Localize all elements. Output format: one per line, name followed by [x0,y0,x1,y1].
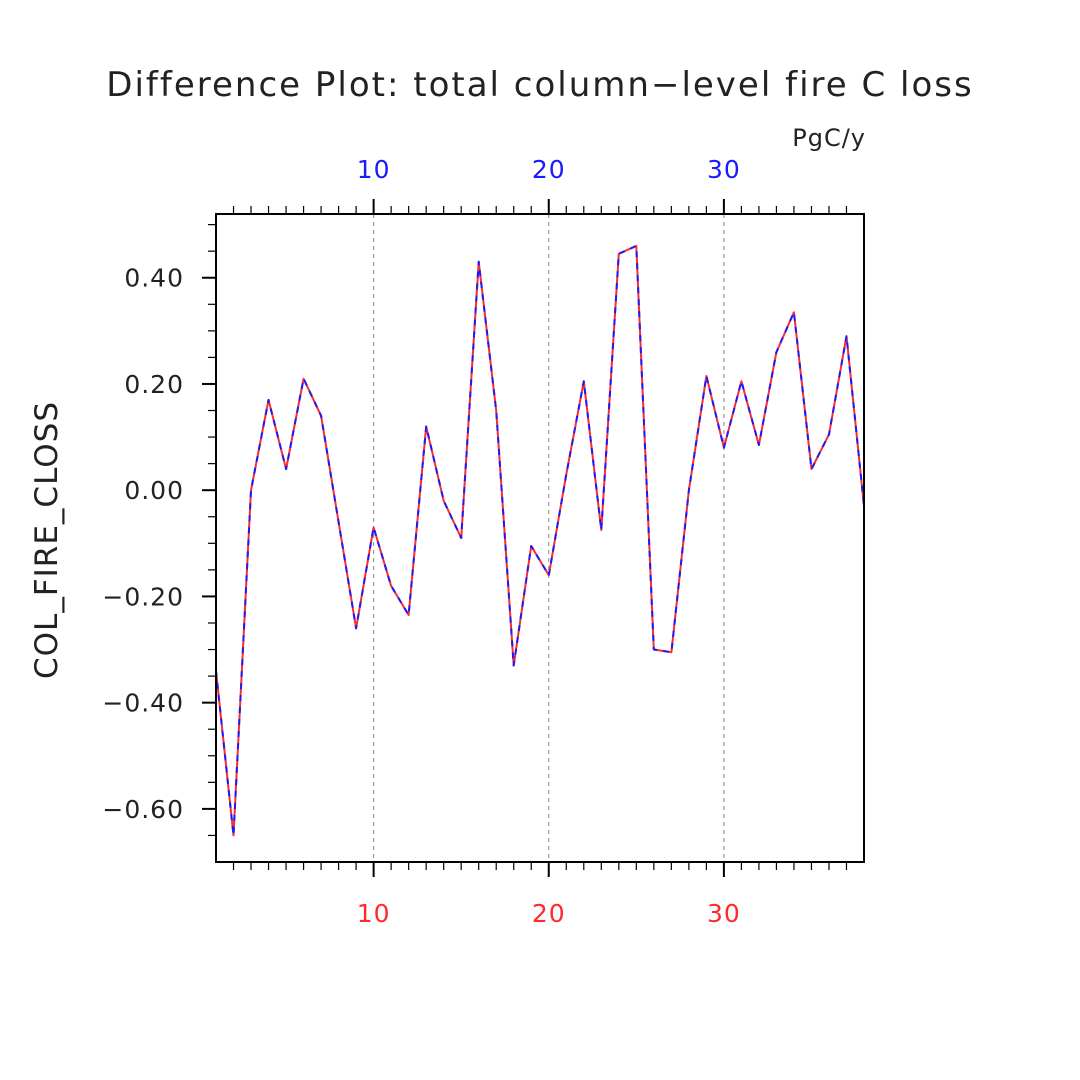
plot-frame [215,213,865,863]
y-tick-label: 0.40 [124,264,184,293]
y-tick-label: −0.60 [102,795,184,824]
series-line-blue [215,244,865,837]
series-line-red [215,244,865,837]
units-label: PgC/y [792,124,866,152]
x-tick-label-bottom: 30 [707,899,741,928]
y-tick-label: −0.20 [102,582,184,611]
y-axis-label: COL_FIRE_CLOSS [29,401,65,679]
grid-layer [373,214,725,862]
y-tick-label: 0.20 [124,370,184,399]
ticks-layer [202,199,848,877]
axes-layer [215,213,865,863]
y-tick-label: −0.40 [102,689,184,718]
y-tick-label: 0.00 [124,476,184,505]
x-tick-label-bottom: 20 [532,899,566,928]
series-layer [215,244,865,837]
x-tick-label-top: 30 [707,155,741,184]
x-tick-label-top: 20 [532,155,566,184]
chart-title: Difference Plot: total column−level fire… [106,65,973,105]
x-tick-label-bottom: 10 [357,899,391,928]
x-tick-label-top: 10 [357,155,391,184]
tick-labels-layer: −0.60 −0.40 −0.20 0.00 0.20 0.40 10 20 30 10 20 30 [102,155,741,928]
